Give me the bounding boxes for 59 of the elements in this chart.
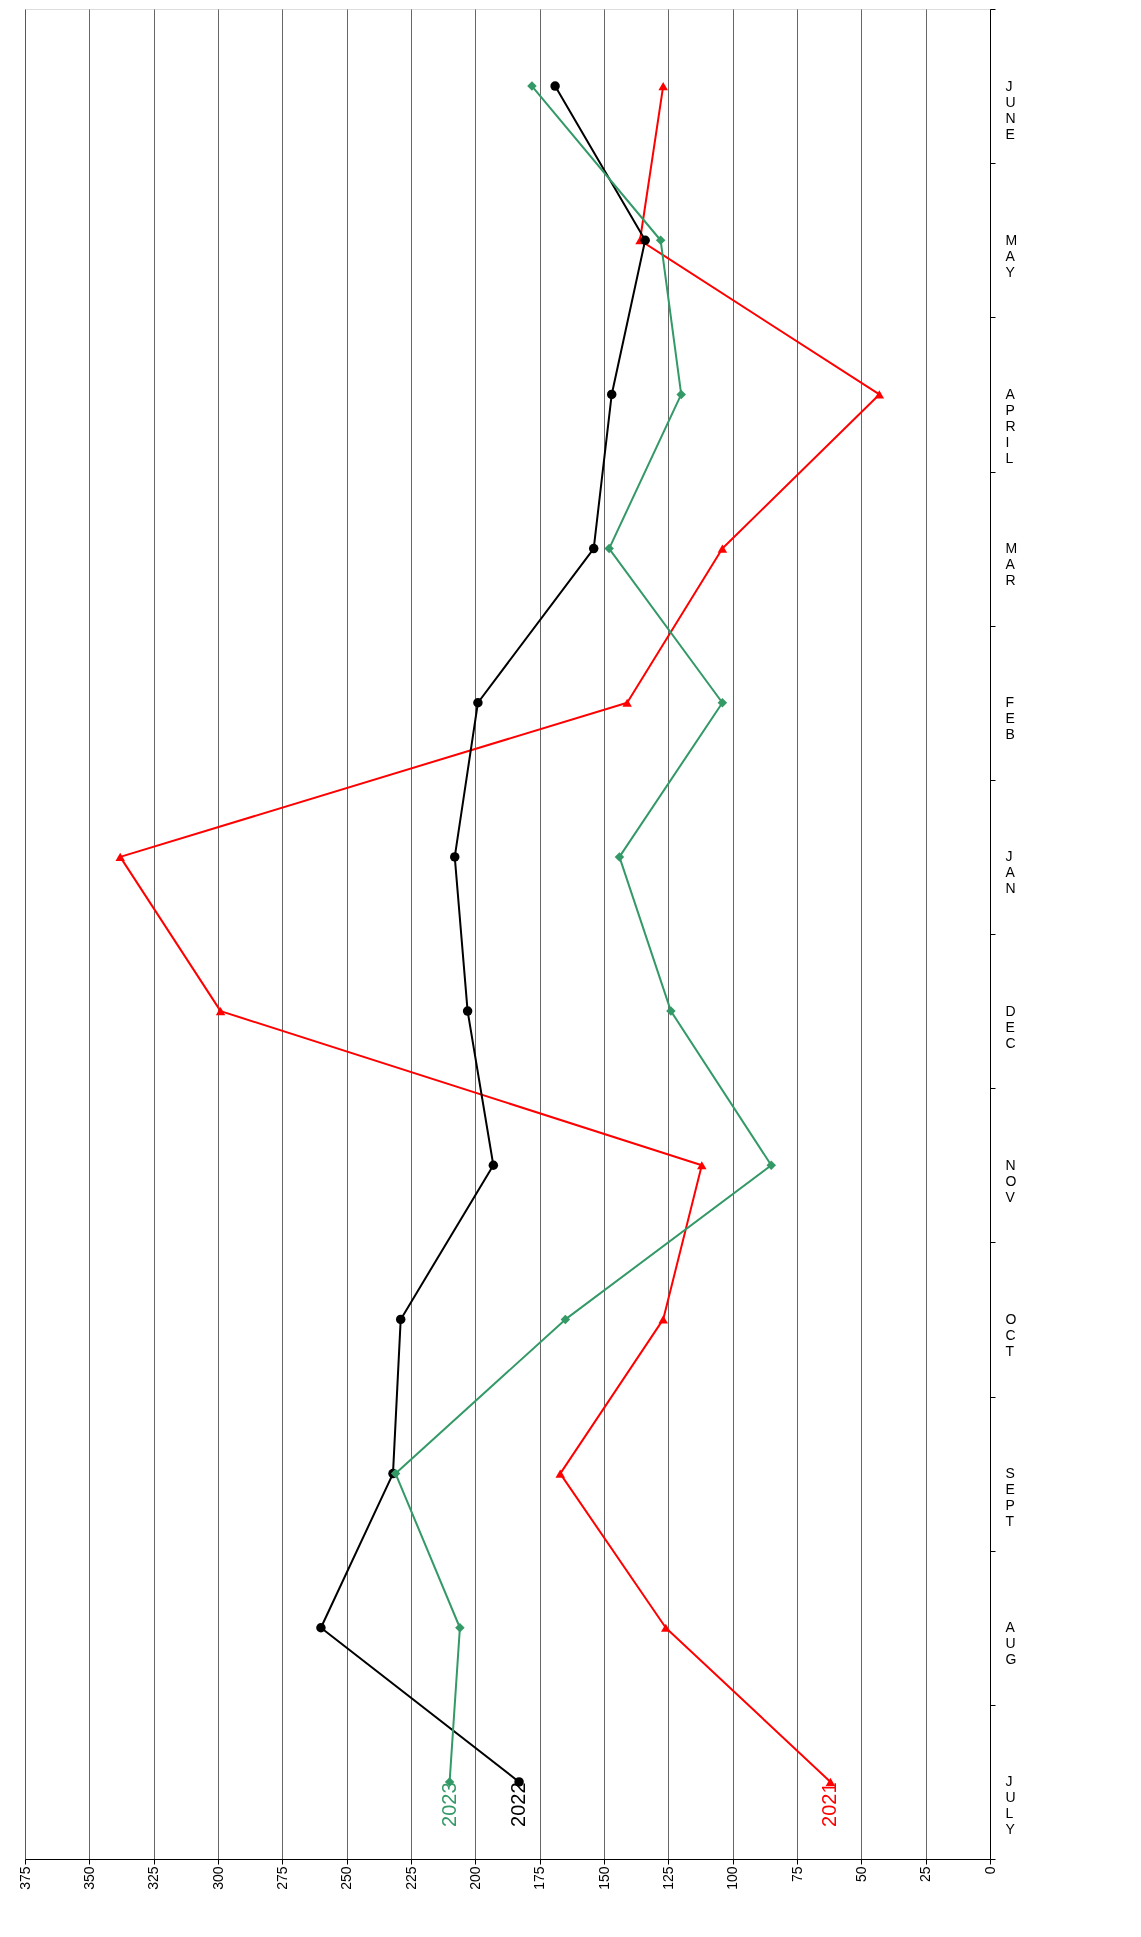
- point: [462, 1006, 473, 1016]
- point: [717, 544, 728, 553]
- point: [488, 1160, 499, 1170]
- point: [555, 1469, 565, 1478]
- x-tick-label: 250: [338, 1866, 355, 1890]
- y-tick-label: JUNE: [1005, 77, 1016, 142]
- point: [473, 698, 483, 708]
- point: [215, 1006, 226, 1016]
- point: [661, 1623, 671, 1632]
- y-tick-label: DEC: [1005, 1002, 1016, 1051]
- x-tick-label: 150: [595, 1866, 612, 1890]
- x-tick-label: 225: [402, 1866, 419, 1890]
- x-tick-label: 200: [466, 1866, 483, 1890]
- x-tick-label: 375: [16, 1866, 33, 1890]
- x-tick-label: 275: [273, 1866, 290, 1890]
- point: [766, 1160, 777, 1170]
- point: [115, 852, 125, 862]
- point: [640, 235, 650, 245]
- point: [655, 235, 666, 245]
- point: [874, 390, 885, 399]
- y-tick-label: APRIL: [1005, 385, 1016, 466]
- x-tick-label: 350: [80, 1866, 97, 1890]
- point: [450, 852, 460, 862]
- x-tick-label: 125: [659, 1866, 676, 1890]
- point: [550, 81, 560, 91]
- text: 2023: [437, 1782, 460, 1827]
- point: [316, 1623, 326, 1633]
- x-tick-label: 100: [724, 1866, 741, 1890]
- x-tick-label: 325: [145, 1866, 162, 1890]
- y-tick-label: MAY: [1005, 231, 1018, 280]
- y-tick-label: FEB: [1005, 694, 1015, 743]
- point: [614, 852, 625, 862]
- point: [588, 543, 599, 554]
- x-tick-label: 0: [981, 1866, 998, 1875]
- point: [395, 1314, 406, 1325]
- x-tick-label: 25: [917, 1866, 934, 1883]
- text: 2021: [818, 1782, 841, 1827]
- point: [455, 1623, 465, 1633]
- point: [560, 1314, 571, 1325]
- point: [658, 81, 668, 91]
- point: [717, 698, 728, 708]
- point: [606, 389, 617, 400]
- y-tick-label: AUG: [1005, 1619, 1017, 1668]
- x-tick-label: 175: [531, 1866, 548, 1890]
- y-tick-label: JAN: [1005, 848, 1016, 897]
- point: [622, 698, 632, 707]
- text: 2022: [507, 1782, 530, 1827]
- y-tick-label: JULY: [1005, 1773, 1016, 1838]
- point: [697, 1161, 707, 1170]
- y-tick-label: NOV: [1005, 1156, 1017, 1205]
- x-tick-label: 50: [852, 1866, 869, 1883]
- point: [604, 543, 614, 554]
- point: [676, 389, 686, 400]
- x-tick-label: 300: [209, 1866, 226, 1890]
- point: [658, 1315, 668, 1324]
- y-tick-label: SEPT: [1005, 1465, 1015, 1530]
- x-tick-label: 75: [788, 1866, 805, 1883]
- y-tick-label: MAR: [1005, 540, 1018, 589]
- y-tick-label: OCT: [1005, 1310, 1017, 1359]
